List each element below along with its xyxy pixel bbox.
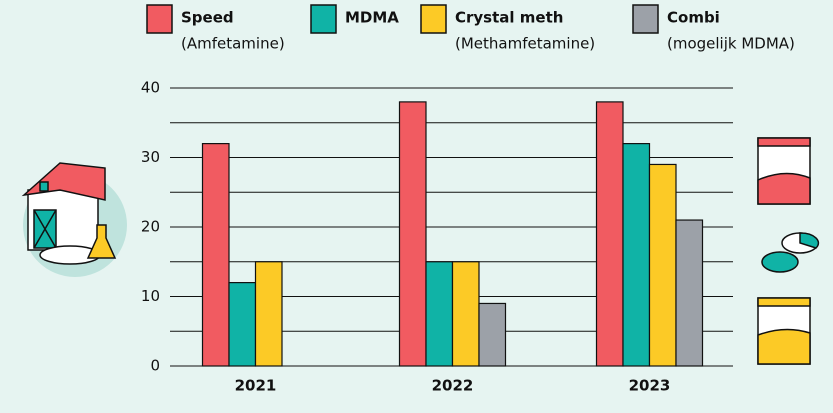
y-tick-label: 20 <box>141 218 160 236</box>
legend-swatch <box>633 5 658 33</box>
bar <box>229 283 256 366</box>
legend-swatch <box>147 5 172 33</box>
bar <box>453 262 480 366</box>
legend-label: MDMA <box>345 9 399 27</box>
bar <box>597 102 624 366</box>
bar <box>676 220 703 366</box>
y-tick-label: 10 <box>141 287 160 305</box>
legend-sublabel: (mogelijk MDMA) <box>667 35 795 53</box>
legend-swatch <box>311 5 336 33</box>
legend-label: Crystal meth <box>455 9 563 27</box>
bar <box>623 144 650 366</box>
bag-icon <box>758 138 810 204</box>
y-tick-label: 30 <box>141 148 160 166</box>
legend-sublabel: (Methamfetamine) <box>455 35 595 53</box>
y-tick-label: 0 <box>150 357 160 375</box>
y-tick-label: 40 <box>141 79 160 97</box>
bar <box>203 144 230 366</box>
bag-icon <box>758 298 810 364</box>
bar <box>400 102 427 366</box>
bar <box>479 303 506 366</box>
chart: 0 10 20 30 40 Speed (Amfetamine) MDMA Crystal me… <box>0 0 833 413</box>
legend-label: Speed <box>181 9 234 27</box>
legend-label: Combi <box>667 9 720 27</box>
x-tick-label: 2021 <box>235 377 277 395</box>
legend-sublabel: (Amfetamine) <box>181 35 285 53</box>
bar <box>426 262 453 366</box>
legend-swatch <box>421 5 446 33</box>
bar <box>650 164 677 366</box>
x-tick-label: 2022 <box>432 377 474 395</box>
page: 0 10 20 30 40 Speed (Amfetamine) MDMA Crystal me… <box>0 0 833 413</box>
bar <box>256 262 283 366</box>
x-tick-label: 2023 <box>629 377 671 395</box>
